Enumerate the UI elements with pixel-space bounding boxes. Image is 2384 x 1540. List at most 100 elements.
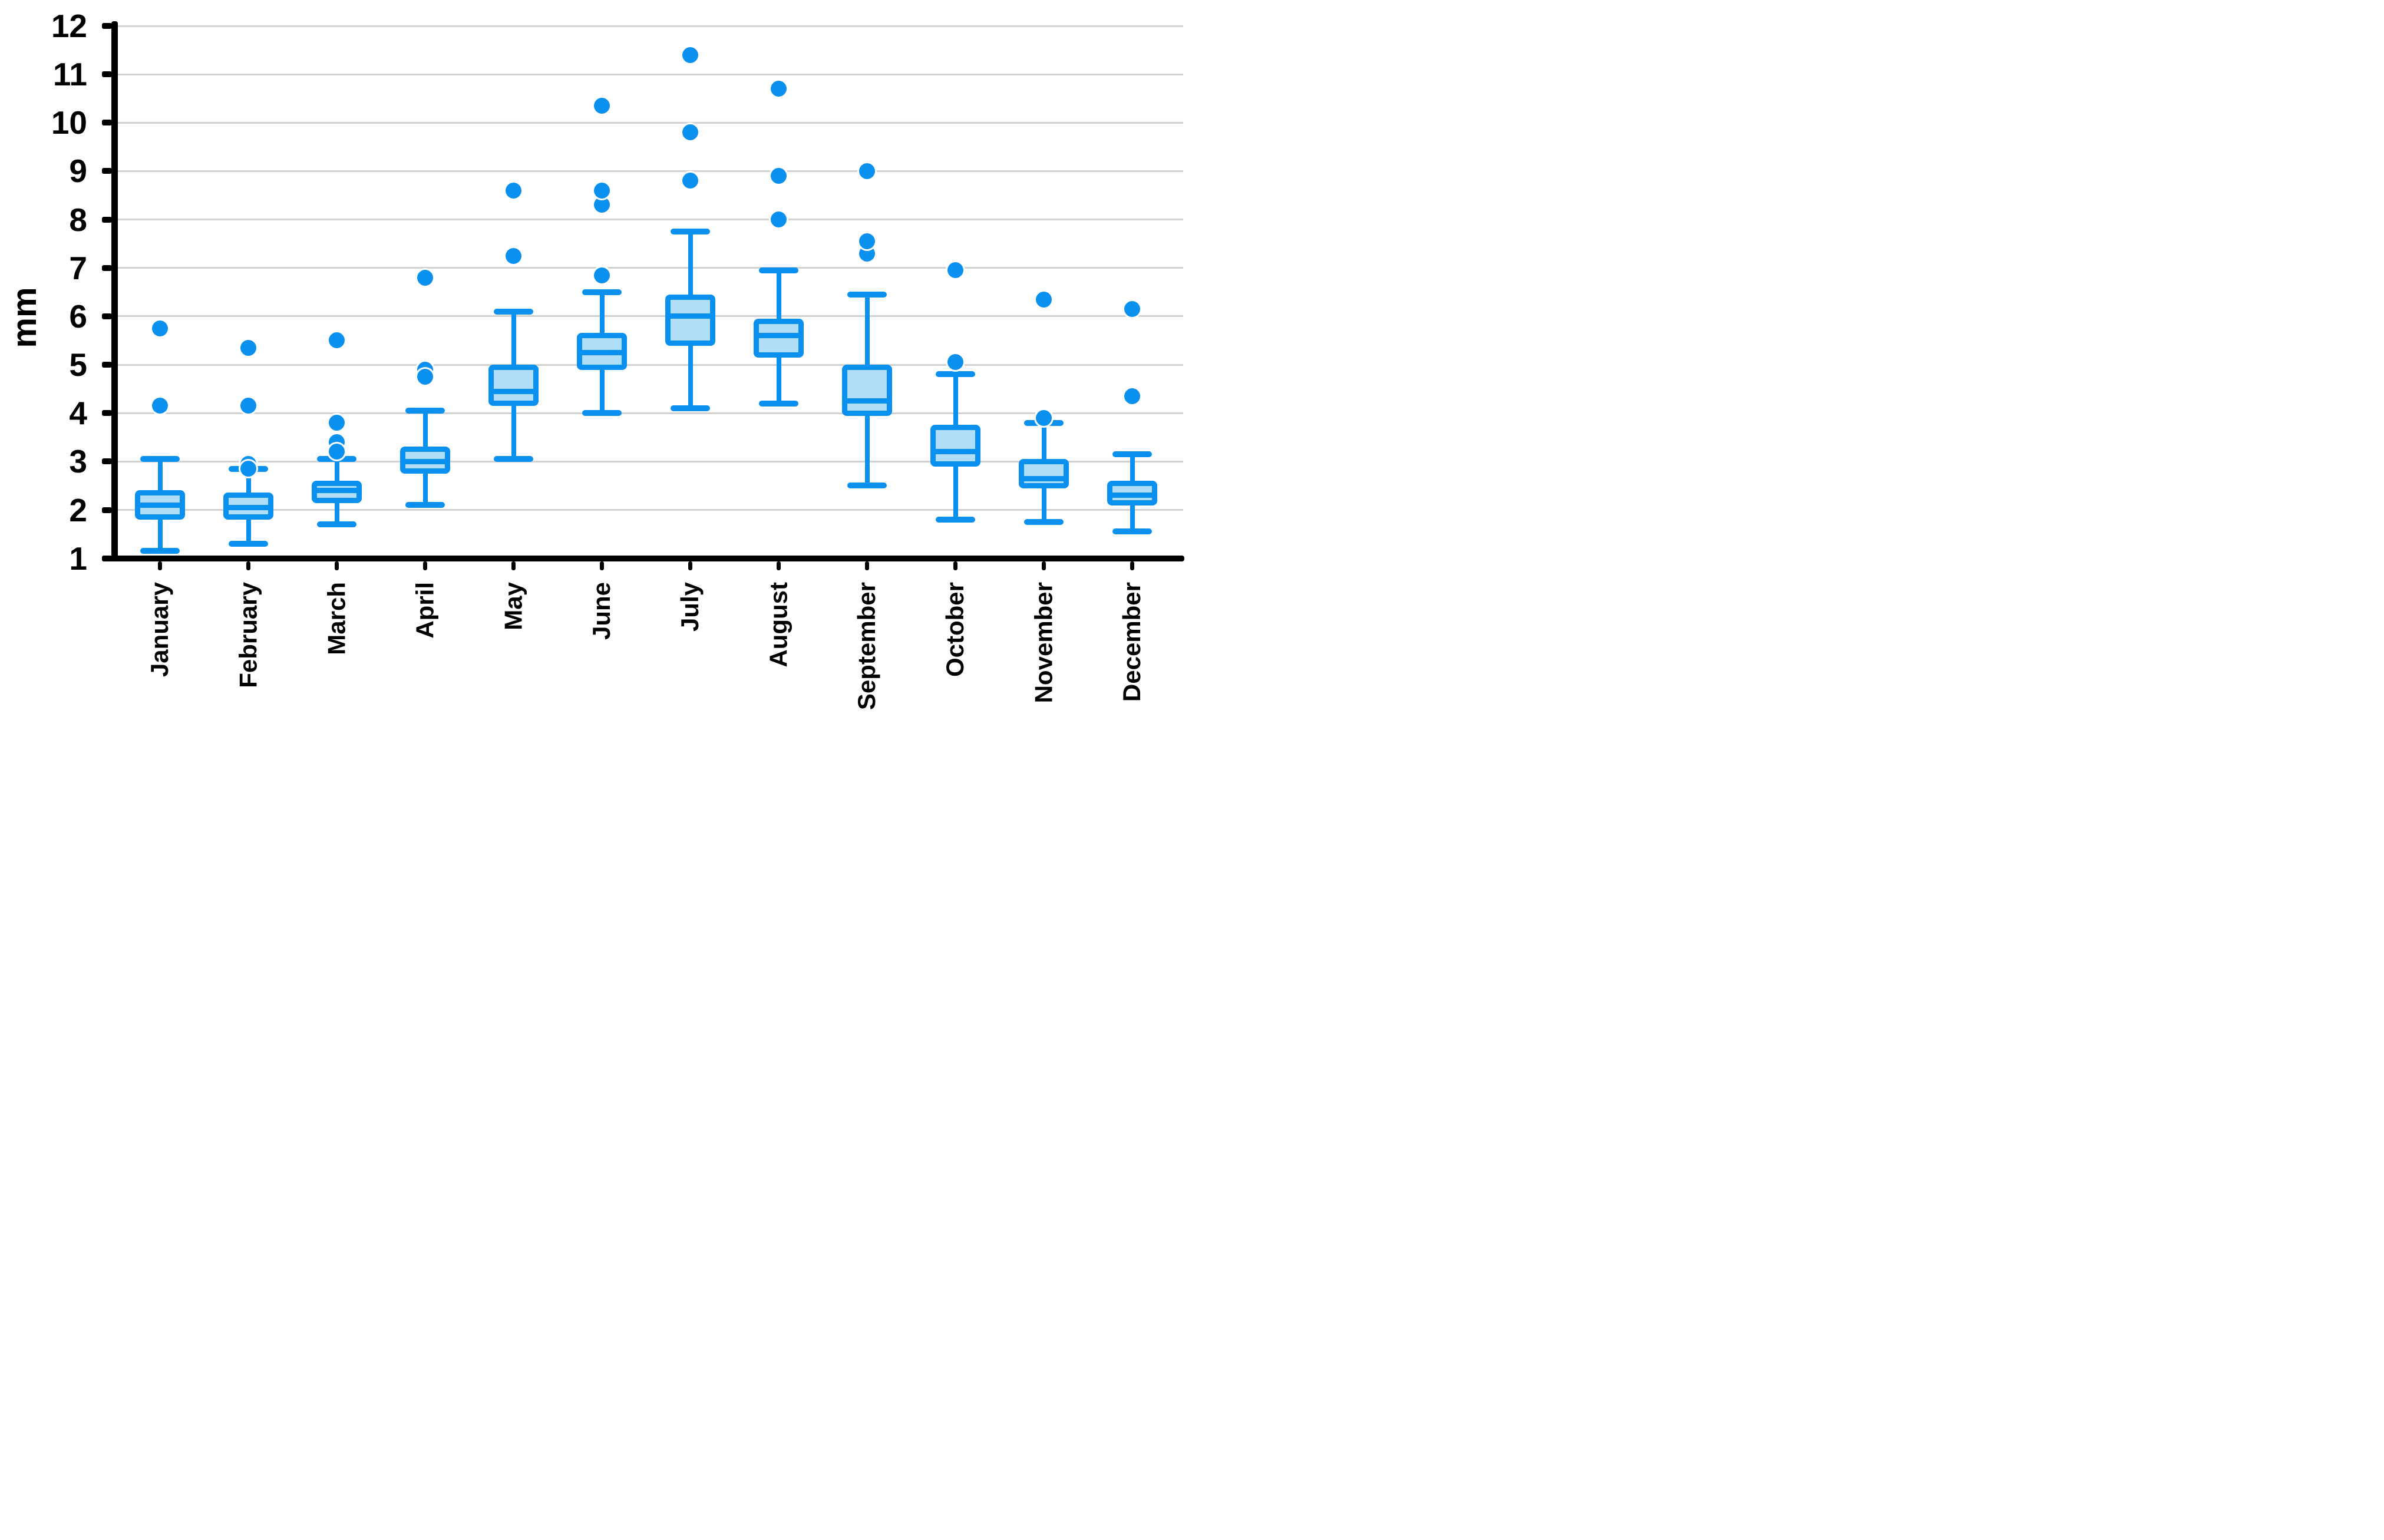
outlier-point-january [152,398,168,414]
x-axis-tick [246,561,250,570]
y-tick-label: 2 [69,491,87,528]
y-tick-label: 5 [69,346,87,384]
month-label-november: November [1029,582,1058,703]
outlier-point-july [682,173,698,189]
median-february [229,504,268,510]
outlier-point-october [947,354,963,371]
outlier-point-august [771,211,787,228]
whisker-cap-high-april [405,408,445,414]
outlier-point-june [594,98,610,114]
outlier-point-august [771,81,787,97]
outlier-point-march [329,444,345,460]
outlier-point-june [594,182,610,199]
y-tick-label: 3 [69,443,87,480]
y-tick-label: 4 [69,395,87,432]
y-tick-label: 9 [69,153,87,190]
month-label-may: May [499,582,527,630]
gridline [118,121,1183,124]
y-tick-label: 10 [51,104,87,141]
outlier-point-may [506,182,521,199]
whisker-cap-low-january [140,548,180,554]
y-tick-label: 1 [69,540,87,577]
x-axis-tick [423,561,427,570]
month-label-march: March [322,582,351,655]
whisker-cap-low-february [229,541,268,547]
outlier-point-march [329,415,345,431]
whisker-cap-high-august [759,267,798,273]
outlier-point-march [329,332,345,349]
outlier-point-july [682,124,698,141]
gridline [118,412,1183,414]
whisker-cap-low-may [494,456,533,462]
whisker-cap-high-october [936,371,975,378]
month-label-october: October [941,582,969,678]
y-axis-tick [102,458,112,465]
whisker-cap-high-september [847,291,887,298]
outlier-point-november [1036,409,1052,426]
median-october [936,449,975,455]
whisker-cap-high-july [671,229,710,235]
whisker-cap-low-october [936,516,975,523]
y-tick-label: 11 [52,56,87,93]
outlier-point-december [1124,388,1140,404]
x-axis-line [105,555,1184,561]
gridline [118,73,1183,75]
y-axis-tick [102,313,112,319]
outlier-point-april [417,269,433,286]
month-label-july: July [676,582,704,632]
gridline [118,315,1183,318]
y-axis-tick [102,555,112,561]
outlier-point-september [859,233,875,250]
iqr-box-november [1019,458,1069,488]
outlier-point-may [506,247,521,264]
iqr-box-october [930,425,980,467]
outlier-point-september [859,163,875,179]
x-axis-tick [1042,561,1046,570]
y-tick-label: 8 [69,201,87,238]
month-label-august: August [764,582,793,667]
gridline [118,25,1183,27]
median-january [140,502,180,508]
iqr-box-september [842,364,892,416]
month-label-april: April [411,582,439,639]
y-tick-label: 7 [69,249,87,286]
outlier-point-june [594,267,610,283]
outlier-point-december [1124,301,1140,318]
x-axis-tick [688,561,692,570]
whisker-cap-low-december [1112,528,1152,535]
whisker-cap-high-june [582,289,622,295]
median-may [494,388,533,394]
month-label-january: January [146,582,174,678]
x-axis-tick [953,561,957,570]
gridline [118,219,1183,221]
gridline [118,509,1183,511]
month-label-february: February [234,582,262,688]
x-axis-tick [865,561,869,570]
outlier-point-november [1036,291,1052,308]
outlier-point-february [240,461,256,477]
gridline [118,267,1183,269]
median-june [582,350,622,355]
y-axis-tick [102,168,112,174]
month-label-june: June [587,582,616,640]
iqr-box-july [665,294,715,346]
y-axis-tick [102,265,112,271]
outlier-point-october [947,262,963,279]
iqr-box-may [488,364,539,407]
x-axis-tick [335,561,339,570]
gridline [118,170,1183,172]
y-axis-tick [102,120,112,126]
x-axis-tick [511,561,516,570]
x-axis-tick [1130,561,1134,570]
whisker-cap-high-december [1112,451,1152,458]
whisker-cap-high-january [140,456,180,462]
y-tick-label: 12 [51,8,87,44]
x-axis-tick [777,561,781,570]
month-label-december: December [1118,582,1146,702]
whisker-cap-low-april [405,502,445,508]
outlier-point-january [152,320,168,336]
month-label-september: September [853,582,881,710]
y-axis-tick [102,362,112,368]
outlier-point-february [240,339,256,356]
x-axis-tick [158,561,162,570]
